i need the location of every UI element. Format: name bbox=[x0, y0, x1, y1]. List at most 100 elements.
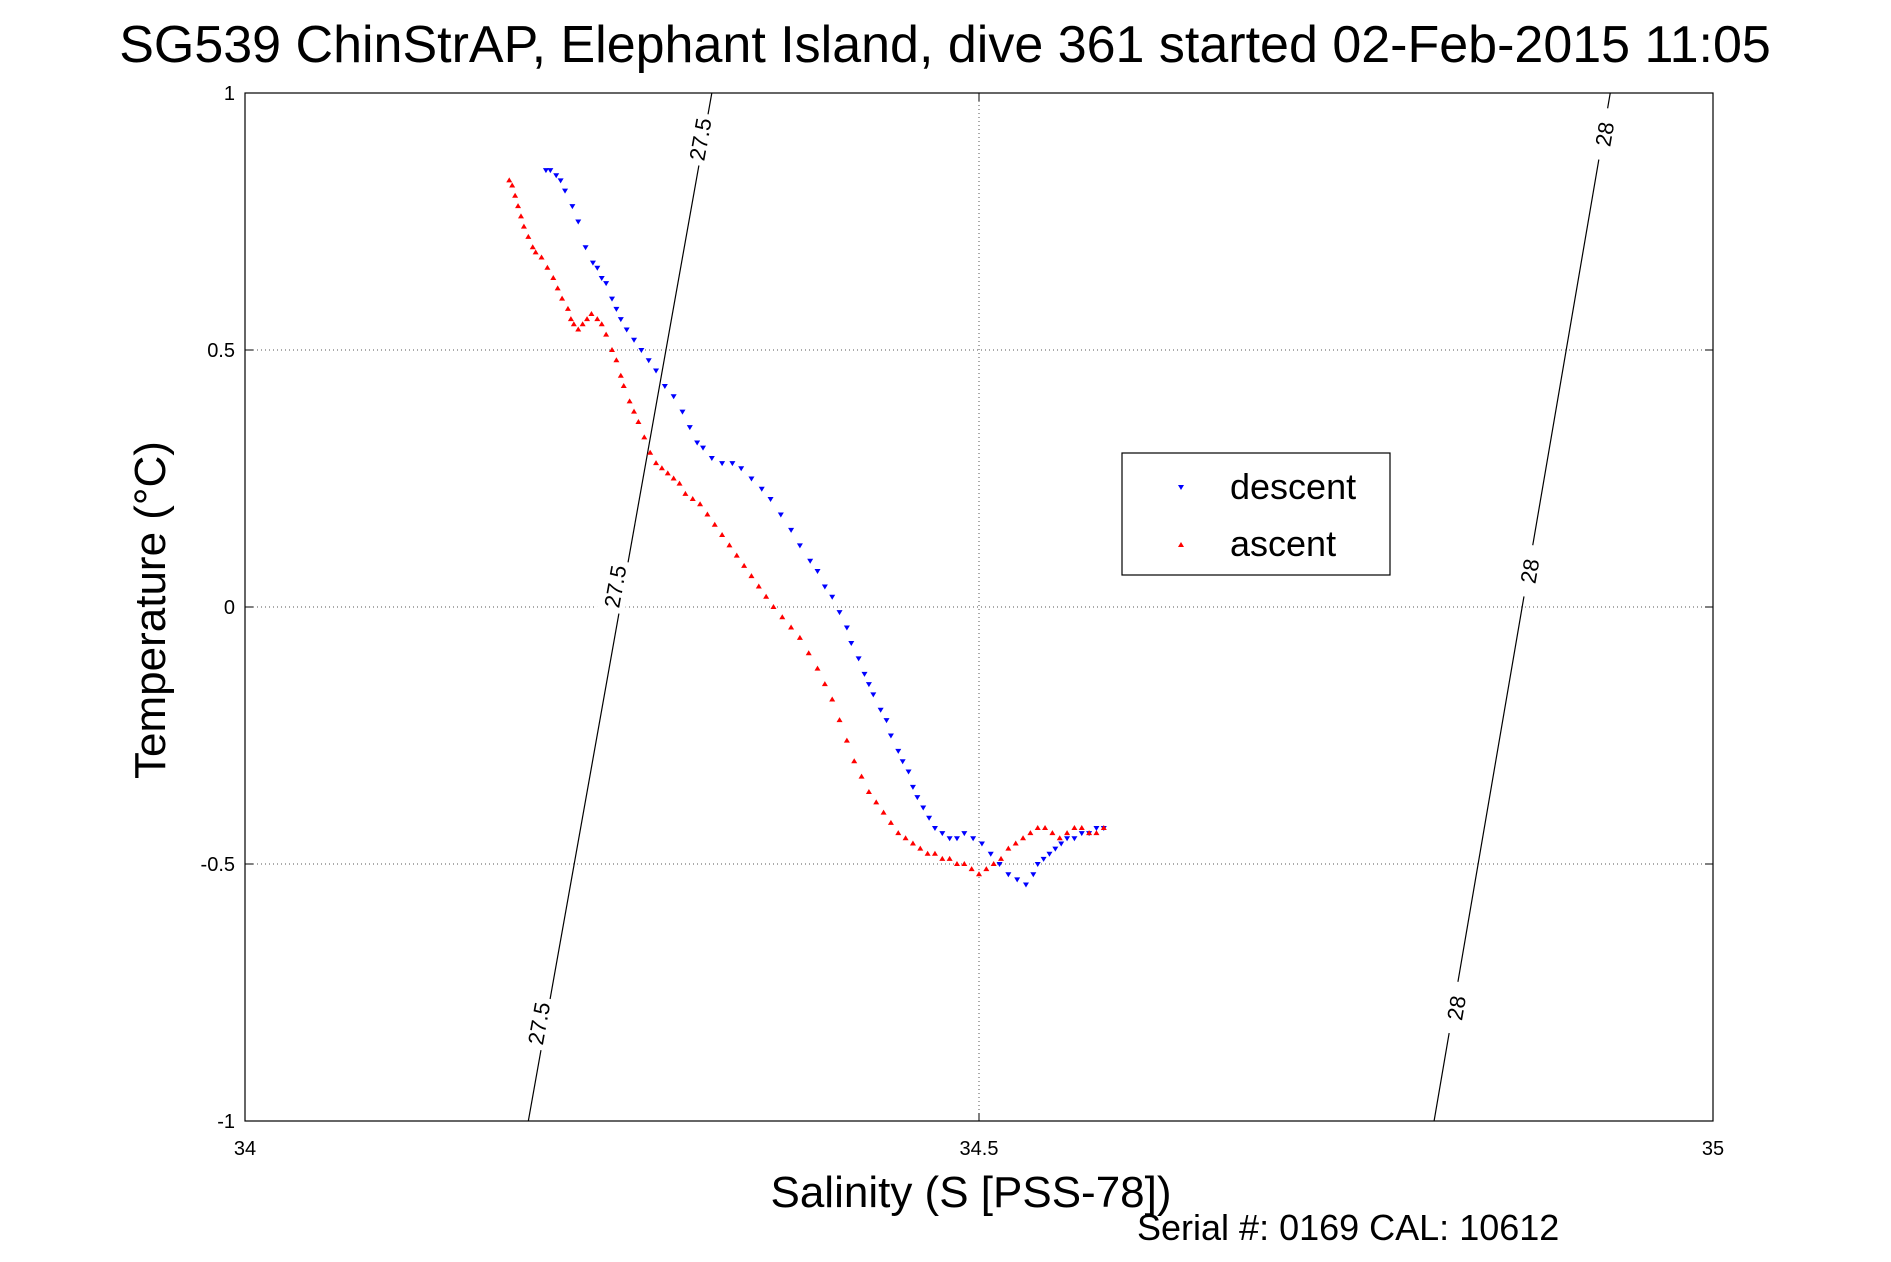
descent-point bbox=[767, 497, 774, 503]
ascent-point bbox=[609, 347, 615, 352]
descent-point bbox=[848, 640, 855, 646]
ascent-point bbox=[538, 254, 545, 260]
ascent-point bbox=[564, 305, 571, 311]
ascent-point bbox=[579, 321, 586, 327]
descent-point bbox=[978, 841, 985, 847]
descent-point bbox=[623, 327, 630, 333]
ascent-point bbox=[1042, 825, 1049, 831]
axis-ticks: 34 34.5 35 -1 -0.5 0 0.5 1 bbox=[201, 83, 1725, 1160]
descent-point bbox=[961, 831, 968, 837]
ascent-point bbox=[1056, 835, 1063, 841]
descent-point bbox=[946, 836, 953, 842]
ascent-point bbox=[1093, 830, 1100, 836]
ascent-point bbox=[821, 681, 828, 687]
descent-point bbox=[836, 610, 843, 616]
x-axis-label: Salinity (S [PSS-78]) bbox=[770, 1168, 1171, 1217]
y-tick-label-3: 0.5 bbox=[207, 340, 235, 362]
ascent-point bbox=[613, 357, 620, 363]
ascent-point bbox=[515, 203, 522, 209]
ascent-point bbox=[741, 562, 748, 568]
ascent-point bbox=[873, 799, 880, 805]
descent-point bbox=[1046, 851, 1053, 857]
ascent-point bbox=[946, 855, 953, 861]
descent-point bbox=[542, 168, 549, 174]
descent-point bbox=[1071, 836, 1078, 842]
legend-box bbox=[1121, 452, 1391, 576]
ascent-point bbox=[1012, 840, 1019, 846]
contour-label-bg-1-1 bbox=[1511, 543, 1548, 600]
ascent-point bbox=[990, 861, 997, 866]
ascent-point bbox=[567, 316, 574, 322]
ascent-point bbox=[620, 382, 627, 388]
ascent-point bbox=[1034, 825, 1041, 831]
ascent-point bbox=[788, 624, 795, 630]
descent-point bbox=[931, 826, 938, 832]
descent-point bbox=[562, 188, 569, 194]
ascent-point bbox=[676, 480, 683, 486]
contour-label-1-1: 28 bbox=[1516, 557, 1545, 585]
contour-label-1-0: 28 bbox=[1442, 994, 1471, 1022]
ascent-point bbox=[843, 737, 850, 743]
descent-point bbox=[821, 584, 828, 590]
y-tick-label-4: 1 bbox=[224, 83, 235, 105]
ascent-point bbox=[1020, 835, 1027, 841]
descent-point bbox=[1022, 882, 1029, 888]
descent-point bbox=[953, 836, 960, 842]
descent-point bbox=[1030, 872, 1037, 878]
descent-point bbox=[920, 805, 927, 811]
x-tick-label-0: 34 bbox=[234, 1138, 256, 1160]
legend-marker-ascent bbox=[1178, 542, 1184, 547]
ascent-point bbox=[603, 331, 610, 337]
descent-point bbox=[914, 795, 921, 801]
ascent-point bbox=[1086, 830, 1093, 836]
ascent-point bbox=[570, 321, 577, 327]
ascent-point bbox=[653, 460, 660, 466]
ascent-point bbox=[726, 542, 733, 548]
descent-point bbox=[796, 543, 803, 549]
ascent-point bbox=[851, 758, 858, 764]
ascent-point bbox=[829, 696, 836, 702]
ascent-point bbox=[931, 850, 938, 856]
ascent-point bbox=[575, 326, 582, 332]
descent-point bbox=[1078, 831, 1085, 837]
ascent-point bbox=[909, 840, 916, 846]
ascent-point bbox=[968, 866, 975, 872]
ascent-point bbox=[1100, 825, 1107, 831]
y-tick-label-2: 0 bbox=[224, 597, 235, 619]
y-tick-label-1: -0.5 bbox=[201, 854, 235, 876]
legend: descent ascent bbox=[1121, 452, 1391, 576]
descent-point bbox=[887, 733, 894, 739]
descent-point bbox=[905, 769, 912, 775]
descent-point bbox=[1014, 877, 1021, 883]
descent-point bbox=[870, 692, 877, 698]
ascent-point bbox=[664, 470, 671, 476]
descent-point bbox=[686, 425, 693, 431]
descent-point bbox=[679, 409, 686, 415]
ascent-point bbox=[506, 177, 513, 183]
descent-point bbox=[1005, 872, 1012, 878]
contour-label-bg-1-0 bbox=[1437, 979, 1475, 1036]
descent-point bbox=[631, 337, 638, 343]
x-tick-label-1: 34.5 bbox=[960, 1138, 999, 1160]
descent-point bbox=[569, 204, 576, 210]
ascent-point bbox=[617, 372, 624, 378]
ascent-point bbox=[550, 275, 557, 281]
descent-point bbox=[970, 836, 977, 842]
descent-point bbox=[645, 358, 652, 364]
descent-point bbox=[553, 173, 560, 179]
ascent-point bbox=[532, 249, 539, 255]
ascent-point bbox=[658, 465, 665, 471]
ascent-point bbox=[880, 809, 887, 815]
ascent-point bbox=[689, 496, 696, 502]
descent-point bbox=[661, 383, 668, 389]
ascent-point bbox=[814, 665, 821, 671]
descent-point bbox=[547, 168, 554, 174]
ascent-point bbox=[917, 845, 924, 851]
descent-point bbox=[814, 569, 821, 575]
ascent-point bbox=[1078, 825, 1085, 831]
descent-point bbox=[1052, 846, 1059, 852]
descent-point bbox=[694, 440, 701, 446]
